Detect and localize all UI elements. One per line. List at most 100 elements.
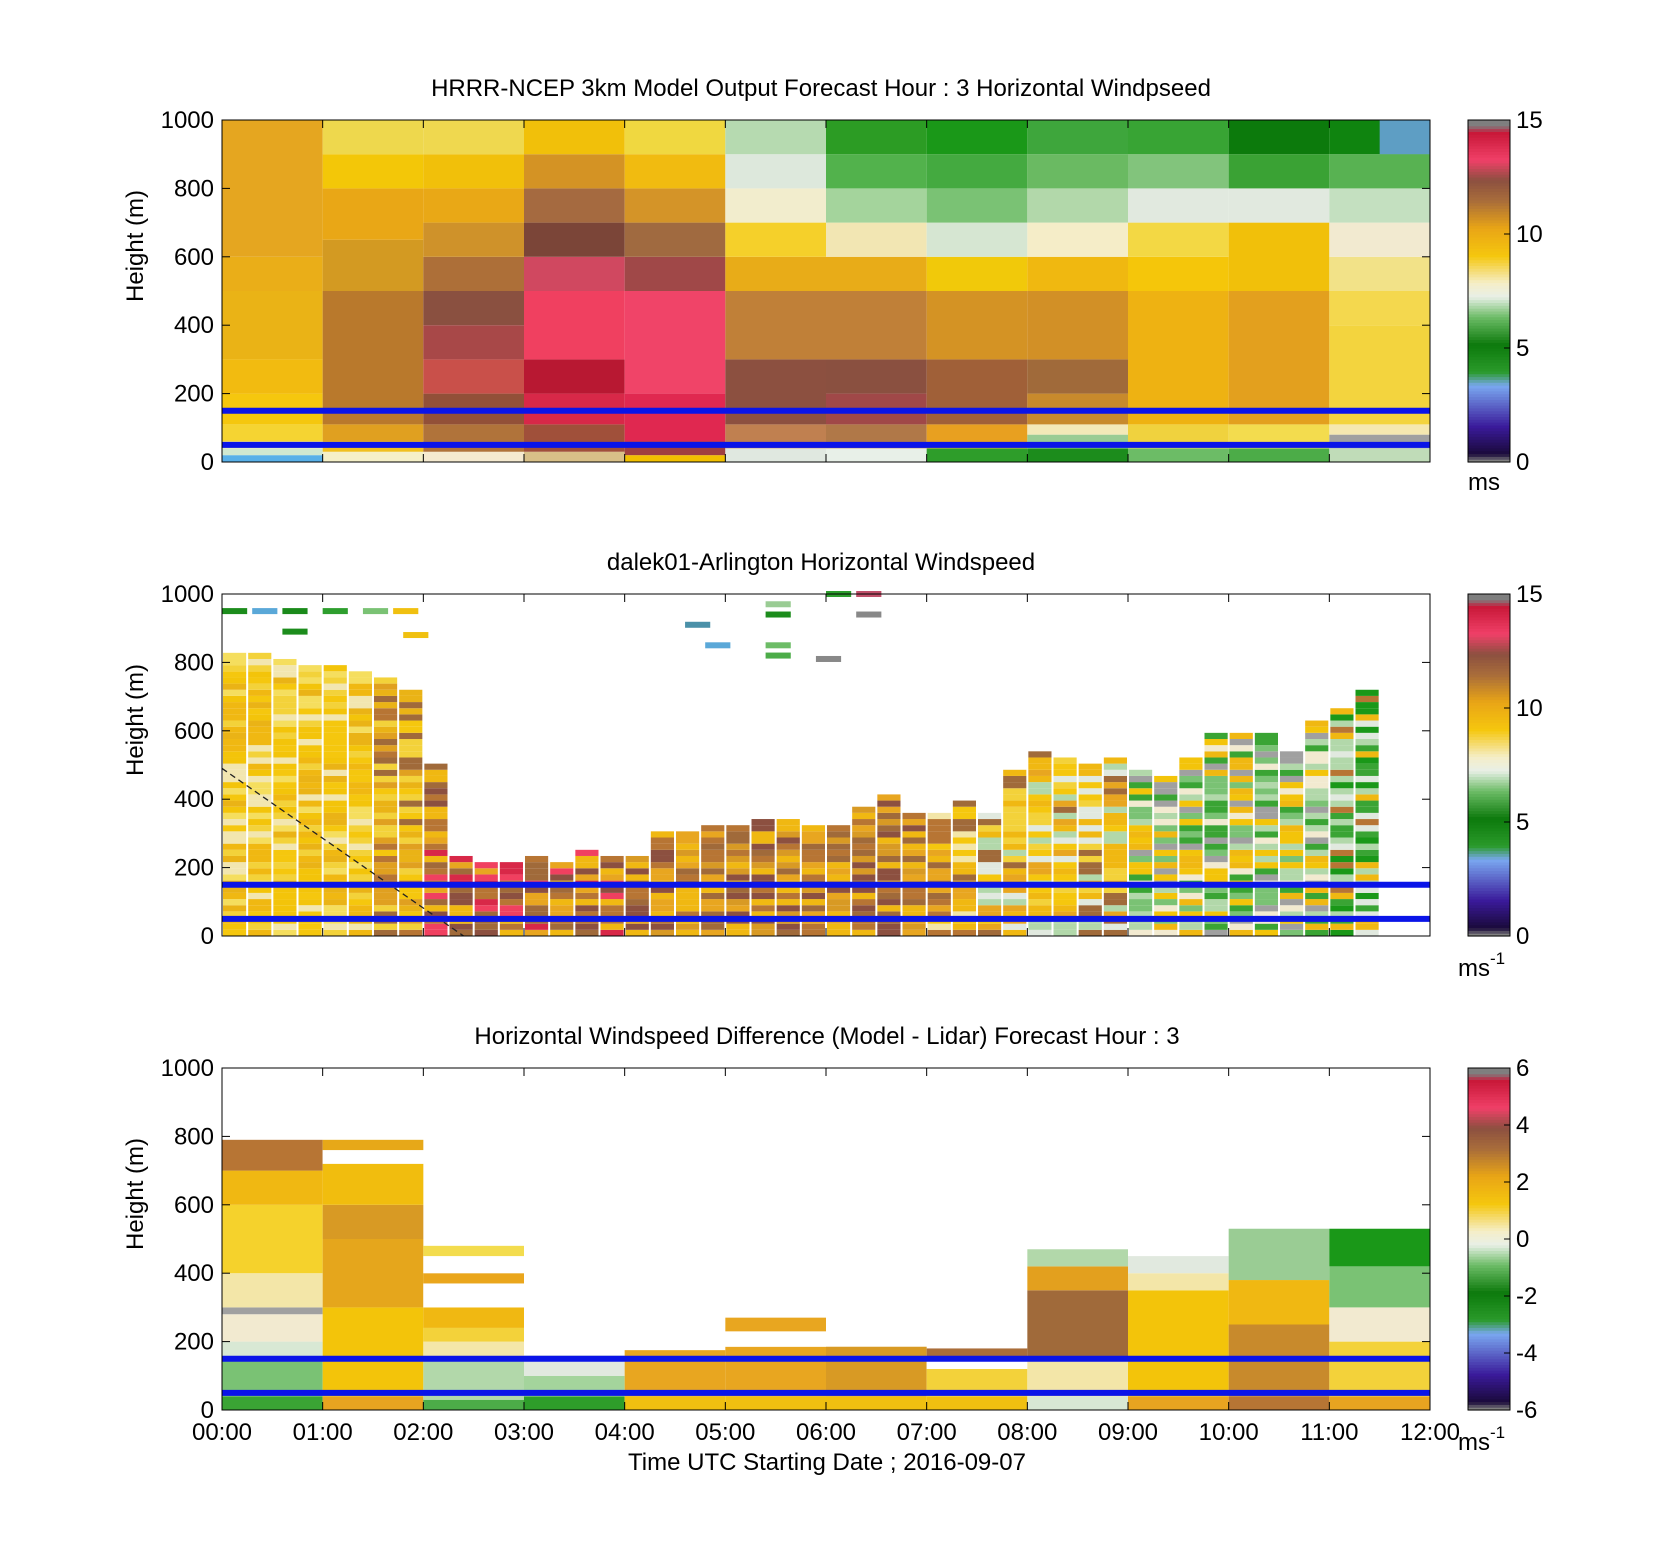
heatmap-cell (1154, 929, 1178, 936)
heatmap-cell (1027, 222, 1128, 257)
colorbar-segment (1468, 154, 1510, 158)
heatmap-cell (1330, 874, 1354, 881)
heatmap-cell (827, 843, 851, 850)
heatmap-cell (1330, 843, 1354, 850)
heatmap-cell (449, 911, 473, 918)
heatmap-cell (525, 892, 549, 900)
heatmap-cell (1254, 745, 1278, 752)
heatmap-cell (776, 923, 800, 930)
colorbar-segment (1468, 273, 1510, 278)
heatmap-cell (1179, 929, 1203, 936)
heatmap-cell (1154, 831, 1178, 838)
heatmap-cell (1027, 188, 1128, 223)
heatmap-cell (1254, 862, 1278, 869)
colorbar-segment (1468, 813, 1510, 817)
heatmap-cell (298, 677, 322, 684)
heatmap-cell (1280, 800, 1304, 807)
x-tick-label: 03:00 (494, 1419, 554, 1446)
heatmap-cell (374, 929, 398, 936)
heatmap-cell (1280, 757, 1304, 764)
isolated-segment (282, 628, 308, 635)
heatmap-cell (323, 899, 347, 906)
heatmap-cell (1330, 769, 1354, 776)
colorbar-segment (1468, 747, 1510, 752)
heatmap-cell (927, 923, 951, 930)
colorbar-segment (1468, 1395, 1510, 1400)
isolated-segment (362, 608, 389, 615)
heatmap-cell (624, 455, 726, 462)
heatmap-cell (273, 911, 297, 918)
heatmap-cell (852, 862, 876, 869)
heatmap-cell (1355, 689, 1379, 696)
colorbar-segment (1468, 385, 1510, 389)
heatmap-cell (927, 855, 951, 863)
heatmap-cell (650, 899, 674, 906)
heatmap-cell (1078, 837, 1102, 844)
heatmap-cell (1128, 1396, 1229, 1410)
heatmap-cell (625, 886, 649, 893)
heatmap-cell (1204, 849, 1228, 856)
colorbar-segment (1468, 648, 1510, 652)
heatmap-cell (550, 911, 574, 918)
heatmap-cell (298, 929, 322, 936)
heatmap-cell (927, 831, 951, 838)
heatmap-cell (751, 892, 775, 900)
heatmap-cell (223, 825, 247, 832)
heatmap-cell (1355, 837, 1379, 844)
heatmap-cell (298, 855, 322, 863)
heatmap-cell (1330, 905, 1354, 912)
colorbar-segment (1468, 633, 1510, 638)
heatmap-cell (1355, 899, 1379, 906)
heatmap-cell (1355, 732, 1379, 740)
colorbar-segment (1468, 137, 1510, 141)
heatmap-cell (499, 911, 523, 918)
heatmap-cell (474, 874, 498, 881)
heatmap-cell (248, 899, 272, 906)
heatmap-cell (1128, 1290, 1229, 1397)
heatmap-cell (323, 732, 347, 740)
heatmap-cell (902, 831, 926, 838)
heatmap-cell (676, 905, 700, 912)
heatmap-cell (248, 708, 272, 715)
heatmap-cell (1103, 886, 1127, 893)
heatmap-cell (348, 874, 372, 881)
heatmap-cell (1254, 751, 1278, 758)
heatmap-cell (650, 843, 674, 850)
colorbar-segment (1468, 1293, 1510, 1297)
colorbar-segment (1468, 305, 1510, 309)
colorbar-segment (1468, 861, 1510, 866)
heatmap-cell (323, 714, 347, 721)
heatmap-cell (1355, 702, 1379, 709)
heatmap-cell (1129, 886, 1153, 893)
colorbar-tick-label: -6 (1516, 1397, 1537, 1424)
heatmap-cell (449, 868, 473, 875)
heatmap-cell (399, 732, 423, 740)
colorbar-segment (1468, 739, 1510, 743)
heatmap-cell (952, 812, 976, 820)
heatmap-cell (1003, 905, 1027, 912)
heatmap-cell (1305, 929, 1329, 936)
colorbar-segment (1468, 930, 1510, 934)
heatmap-cell (323, 671, 347, 678)
heatmap-cell (424, 825, 448, 832)
heatmap-cell (1103, 831, 1127, 838)
heatmap-cell (1179, 788, 1203, 795)
heatmap-cell (1305, 892, 1329, 900)
heatmap-cell (298, 745, 322, 752)
x-tick-label: 02:00 (393, 1419, 453, 1446)
heatmap-cell (776, 843, 800, 850)
heatmap-cell (801, 929, 825, 936)
colorbar-segment (1468, 1304, 1510, 1308)
heatmap-cell (1028, 923, 1052, 930)
colorbar-segment (1468, 708, 1510, 712)
heatmap-cell (927, 812, 951, 820)
y-tick-label: 200 (174, 855, 214, 882)
colorbar-segment (1468, 390, 1510, 395)
heatmap-cell (625, 868, 649, 875)
heatmap-cell (222, 1139, 323, 1171)
colorbar-segment (1468, 705, 1510, 709)
heatmap-cell (524, 451, 625, 462)
heatmap-cell (1330, 862, 1354, 869)
heatmap-cell (1053, 892, 1077, 900)
